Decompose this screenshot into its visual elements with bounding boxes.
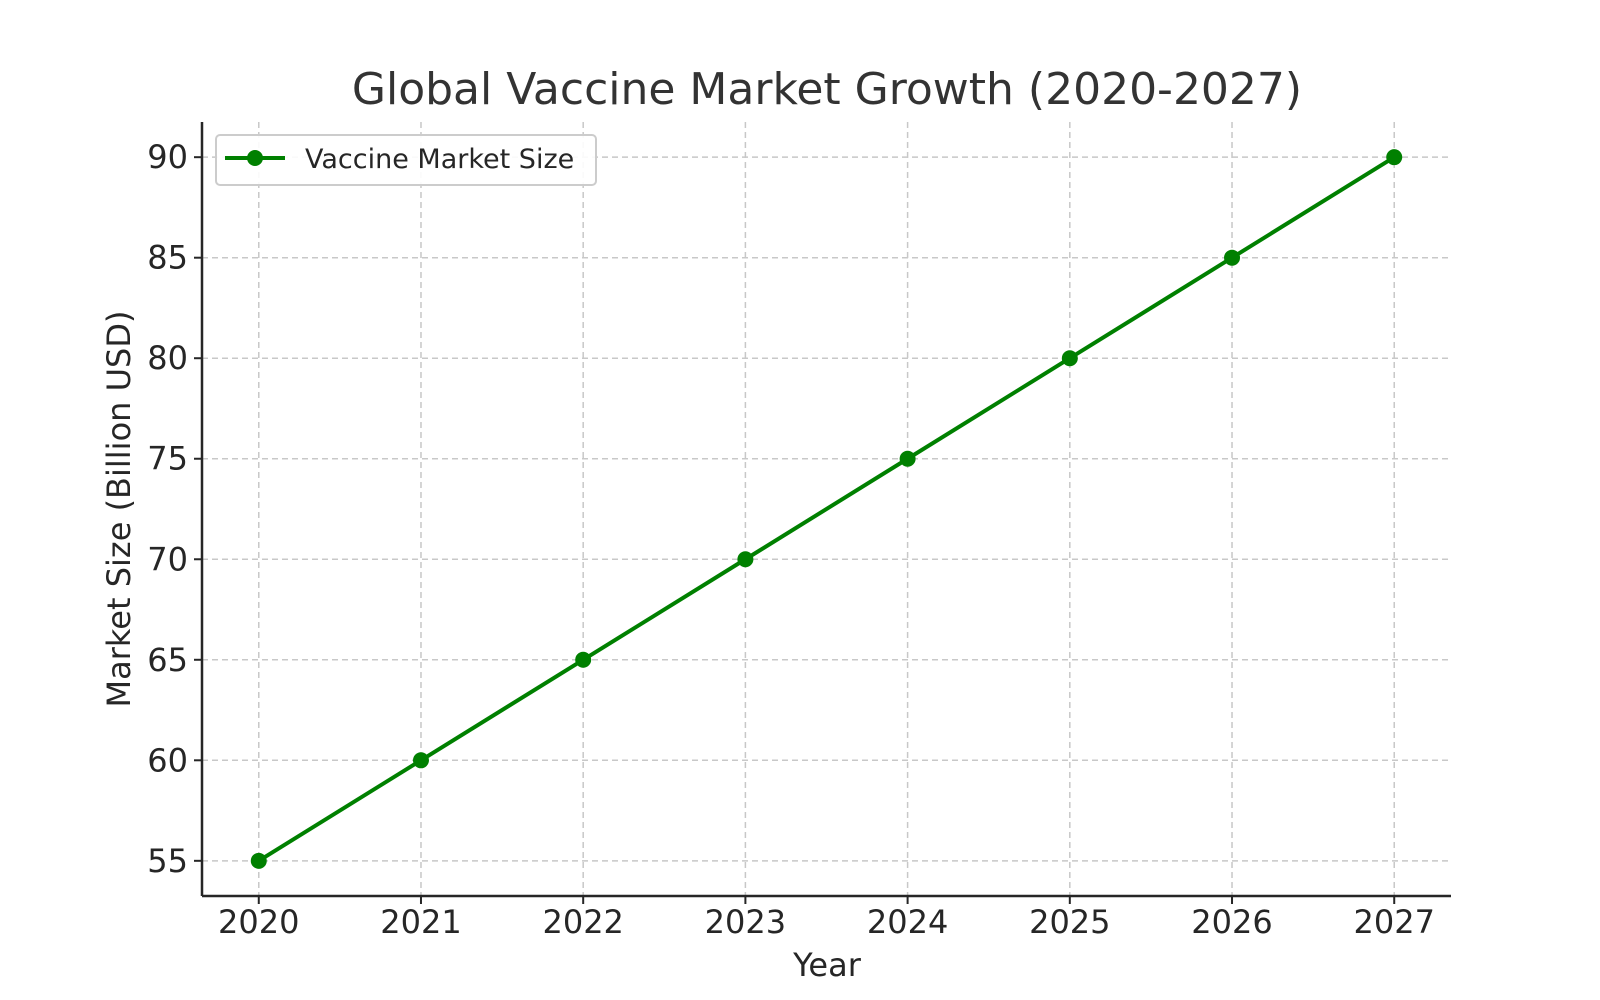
y-tick-label: 60: [147, 741, 188, 779]
chart-title: Global Vaccine Market Growth (2020-2027): [352, 64, 1302, 115]
axes: [200, 122, 1451, 898]
y-tick-label: 55: [147, 842, 188, 880]
data-point: [575, 651, 592, 668]
x-tick-label: 2024: [867, 903, 948, 941]
x-tick-label: 2027: [1354, 903, 1435, 941]
y-tick-label: 75: [147, 440, 188, 478]
y-tick-label: 85: [147, 239, 188, 277]
x-tick-label: 2026: [1191, 903, 1272, 941]
x-tick-label: 2021: [380, 903, 461, 941]
x-tick-label: 2022: [542, 903, 623, 941]
y-tick-label: 80: [147, 339, 188, 377]
data-point: [1386, 149, 1403, 166]
x-tick-label: 2023: [705, 903, 786, 941]
y-tick-label: 65: [147, 641, 188, 679]
y-tick-label: 90: [147, 138, 188, 176]
y-tick-label: 70: [147, 540, 188, 578]
y-axis-ticks: 55 60 65 70 75 80 85 90: [147, 138, 202, 880]
data-point: [250, 852, 267, 869]
data-point: [1224, 249, 1241, 266]
x-axis-label: Year: [792, 946, 862, 984]
x-axis-ticks: 2020 2021 2022 2023 2024 2025 2026 2027: [218, 896, 1435, 941]
data-point: [412, 752, 429, 769]
series-line-vaccine-market-size: [257, 155, 1396, 863]
grid: [202, 122, 1451, 896]
legend: Vaccine Market Size: [215, 134, 597, 186]
data-point: [1061, 350, 1078, 367]
data-point: [737, 551, 754, 568]
series-layer: [250, 149, 1403, 869]
legend-marker-swatch: [247, 150, 263, 166]
legend-box: [215, 134, 597, 186]
x-tick-label: 2025: [1029, 903, 1110, 941]
data-point: [899, 450, 916, 467]
x-tick-label: 2020: [218, 903, 299, 941]
legend-label-vaccine-market-size: Vaccine Market Size: [305, 144, 574, 175]
y-axis-label: Market Size (Billion USD): [100, 311, 138, 708]
